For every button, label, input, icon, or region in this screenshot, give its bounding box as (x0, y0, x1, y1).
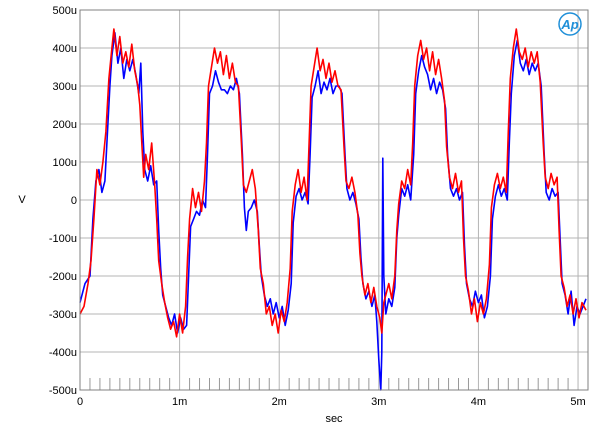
series-line-1 (79, 28, 587, 338)
y-tick-label-4: 100u (53, 157, 77, 169)
x-tick-label-5: 5m (570, 396, 585, 408)
y-tick-label-5: 0 (71, 195, 77, 207)
y-axis-label: V (18, 194, 26, 206)
x-tick-labels: 0 1m 2m 3m 4m 5m (77, 396, 586, 408)
x-tick-label-0: 0 (77, 396, 83, 408)
x-axis-label: sec (325, 413, 343, 425)
x-tick-label-2: 2m (272, 396, 287, 408)
y-tick-label-10: -500u (49, 385, 77, 397)
ap-logo-text: Ap (560, 17, 578, 32)
y-tick-label-2: 300u (53, 81, 77, 93)
series-layer (79, 28, 587, 391)
x-tick-label-1: 1m (172, 396, 187, 408)
y-tick-label-0: 500u (53, 5, 77, 17)
y-tick-label-6: -100u (49, 233, 77, 245)
plot-frame (79, 9, 589, 391)
minor-ticks (89, 378, 589, 390)
y-tick-label-7: -200u (49, 271, 77, 283)
x-tick-label-3: 3m (371, 396, 386, 408)
y-tick-label-9: -400u (49, 347, 77, 359)
y-tick-label-3: 200u (53, 119, 77, 131)
ap-logo-ring (558, 12, 582, 36)
y-tick-labels: 500u 400u 300u 200u 100u 0 -100u -200u -300u -400… (49, 5, 77, 397)
x-tick-label-4: 4m (471, 396, 486, 408)
y-tick-label-8: -300u (49, 309, 77, 321)
y-tick-label-1: 400u (53, 43, 77, 55)
ap-logo: Ap (558, 12, 582, 36)
